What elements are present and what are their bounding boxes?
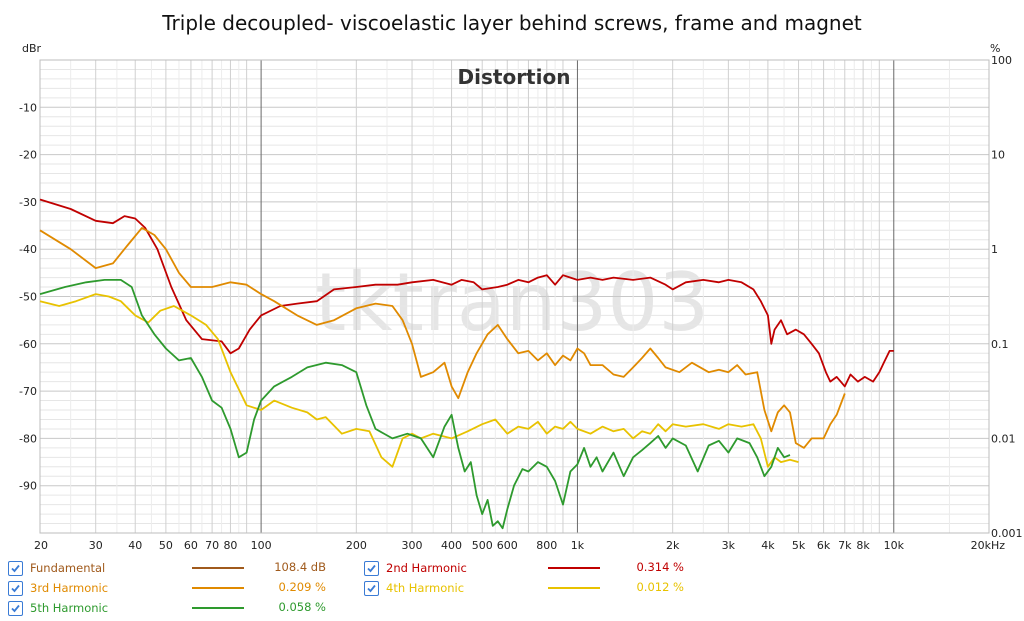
y-tick-label-right: 10 [991, 149, 1005, 162]
x-tick-label: 800 [536, 539, 557, 552]
legend-swatch-fundamental [192, 567, 244, 569]
x-tick-label: 2k [666, 539, 680, 552]
legend-value-3rd-harmonic: 0.209 % [278, 580, 326, 594]
x-tick-label: 20kHz [971, 539, 1006, 552]
y-tick-label-right: 100 [991, 54, 1012, 67]
x-tick-label: 80 [223, 539, 237, 552]
x-tick-label: 100 [251, 539, 272, 552]
y-tick-label-right: 0.001 [991, 527, 1023, 540]
series-line-4th-harmonic [39, 293, 799, 468]
checkbox-4th-harmonic[interactable] [364, 580, 379, 596]
x-tick-label: 500 [472, 539, 493, 552]
y-tick-label-left: -10 [19, 101, 37, 114]
x-tick-label: 200 [346, 539, 367, 552]
legend-label-fundamental: Fundamental [30, 561, 106, 575]
legend-item-3rd-harmonic[interactable]: 3rd Harmonic [8, 578, 108, 598]
x-tick-label: 600 [497, 539, 518, 552]
checkbox-2nd-harmonic[interactable] [364, 560, 379, 576]
y-tick-label-left: -80 [19, 432, 37, 445]
plot-area-border [39, 59, 990, 534]
legend-swatch-5th-harmonic [192, 607, 244, 609]
check-icon [11, 564, 20, 572]
legend-swatch-3rd-harmonic [192, 587, 244, 589]
legend-value-fundamental: 108.4 dB [274, 560, 326, 574]
checkbox-5th-harmonic[interactable] [8, 600, 23, 616]
y-tick-label-right: 1 [991, 243, 998, 256]
x-tick-label: 60 [184, 539, 198, 552]
legend-item-5th-harmonic[interactable]: 5th Harmonic [8, 598, 108, 618]
left-axis-unit: dBr [22, 42, 42, 55]
legend-value-4th-harmonic: 0.012 % [636, 580, 684, 594]
x-tick-label: 300 [402, 539, 423, 552]
y-tick-label-left: -70 [19, 385, 37, 398]
legend-label-2nd-harmonic: 2nd Harmonic [386, 561, 467, 575]
y-tick-label-left: -30 [19, 196, 37, 209]
x-tick-label: 30 [89, 539, 103, 552]
series-line-2nd-harmonic [39, 198, 894, 388]
y-tick-label-left: -90 [19, 480, 37, 493]
y-tick-label-left: -50 [19, 291, 37, 304]
legend-label-4th-harmonic: 4th Harmonic [386, 581, 465, 595]
legend-item-fundamental[interactable]: Fundamental [8, 558, 105, 578]
legend-label-3rd-harmonic: 3rd Harmonic [30, 581, 109, 595]
y-tick-label-left: -20 [19, 149, 37, 162]
y-tick-label-left: -60 [19, 338, 37, 351]
chart-title: Triple decoupled- viscoelastic layer beh… [161, 11, 862, 35]
x-tick-label: 1k [571, 539, 585, 552]
x-tick-label: 8k [856, 539, 870, 552]
distortion-chart: Triple decoupled- viscoelastic layer beh… [19, 11, 1023, 552]
series-line-3rd-harmonic [39, 227, 846, 449]
chart-subtitle: Distortion [458, 65, 571, 89]
legend: Fundamental 108.4 dB 2nd Harmonic 0.314 … [0, 556, 1024, 621]
y-tick-label-left: -40 [19, 243, 37, 256]
x-tick-label: 400 [441, 539, 462, 552]
y-tick-label-right: 0.01 [991, 432, 1016, 445]
x-tick-label: 3k [722, 539, 736, 552]
x-tick-label: 70 [205, 539, 219, 552]
x-tick-label: 40 [128, 539, 142, 552]
watermark-text: tktran303 [315, 256, 709, 349]
check-icon [367, 584, 376, 592]
x-tick-label: 20 [34, 539, 48, 552]
x-tick-label: 10k [884, 539, 905, 552]
legend-item-2nd-harmonic[interactable]: 2nd Harmonic [364, 558, 467, 578]
right-axis-unit: % [990, 42, 1000, 55]
legend-label-5th-harmonic: 5th Harmonic [30, 601, 109, 615]
x-tick-label: 4k [761, 539, 775, 552]
legend-swatch-4th-harmonic [548, 587, 600, 589]
x-tick-label: 5k [792, 539, 806, 552]
check-icon [11, 584, 20, 592]
legend-swatch-2nd-harmonic [548, 567, 600, 569]
y-tick-label-right: 0.1 [991, 338, 1009, 351]
legend-item-4th-harmonic[interactable]: 4th Harmonic [364, 578, 464, 598]
check-icon [11, 604, 20, 612]
legend-value-5th-harmonic: 0.058 % [278, 600, 326, 614]
checkbox-3rd-harmonic[interactable] [8, 580, 23, 596]
checkbox-fundamental[interactable] [8, 560, 23, 576]
x-tick-label: 50 [159, 539, 173, 552]
x-tick-label: 6k [817, 539, 831, 552]
legend-value-2nd-harmonic: 0.314 % [636, 560, 684, 574]
series-line-5th-harmonic [39, 279, 791, 530]
x-tick-label: 7k [838, 539, 852, 552]
check-icon [367, 564, 376, 572]
